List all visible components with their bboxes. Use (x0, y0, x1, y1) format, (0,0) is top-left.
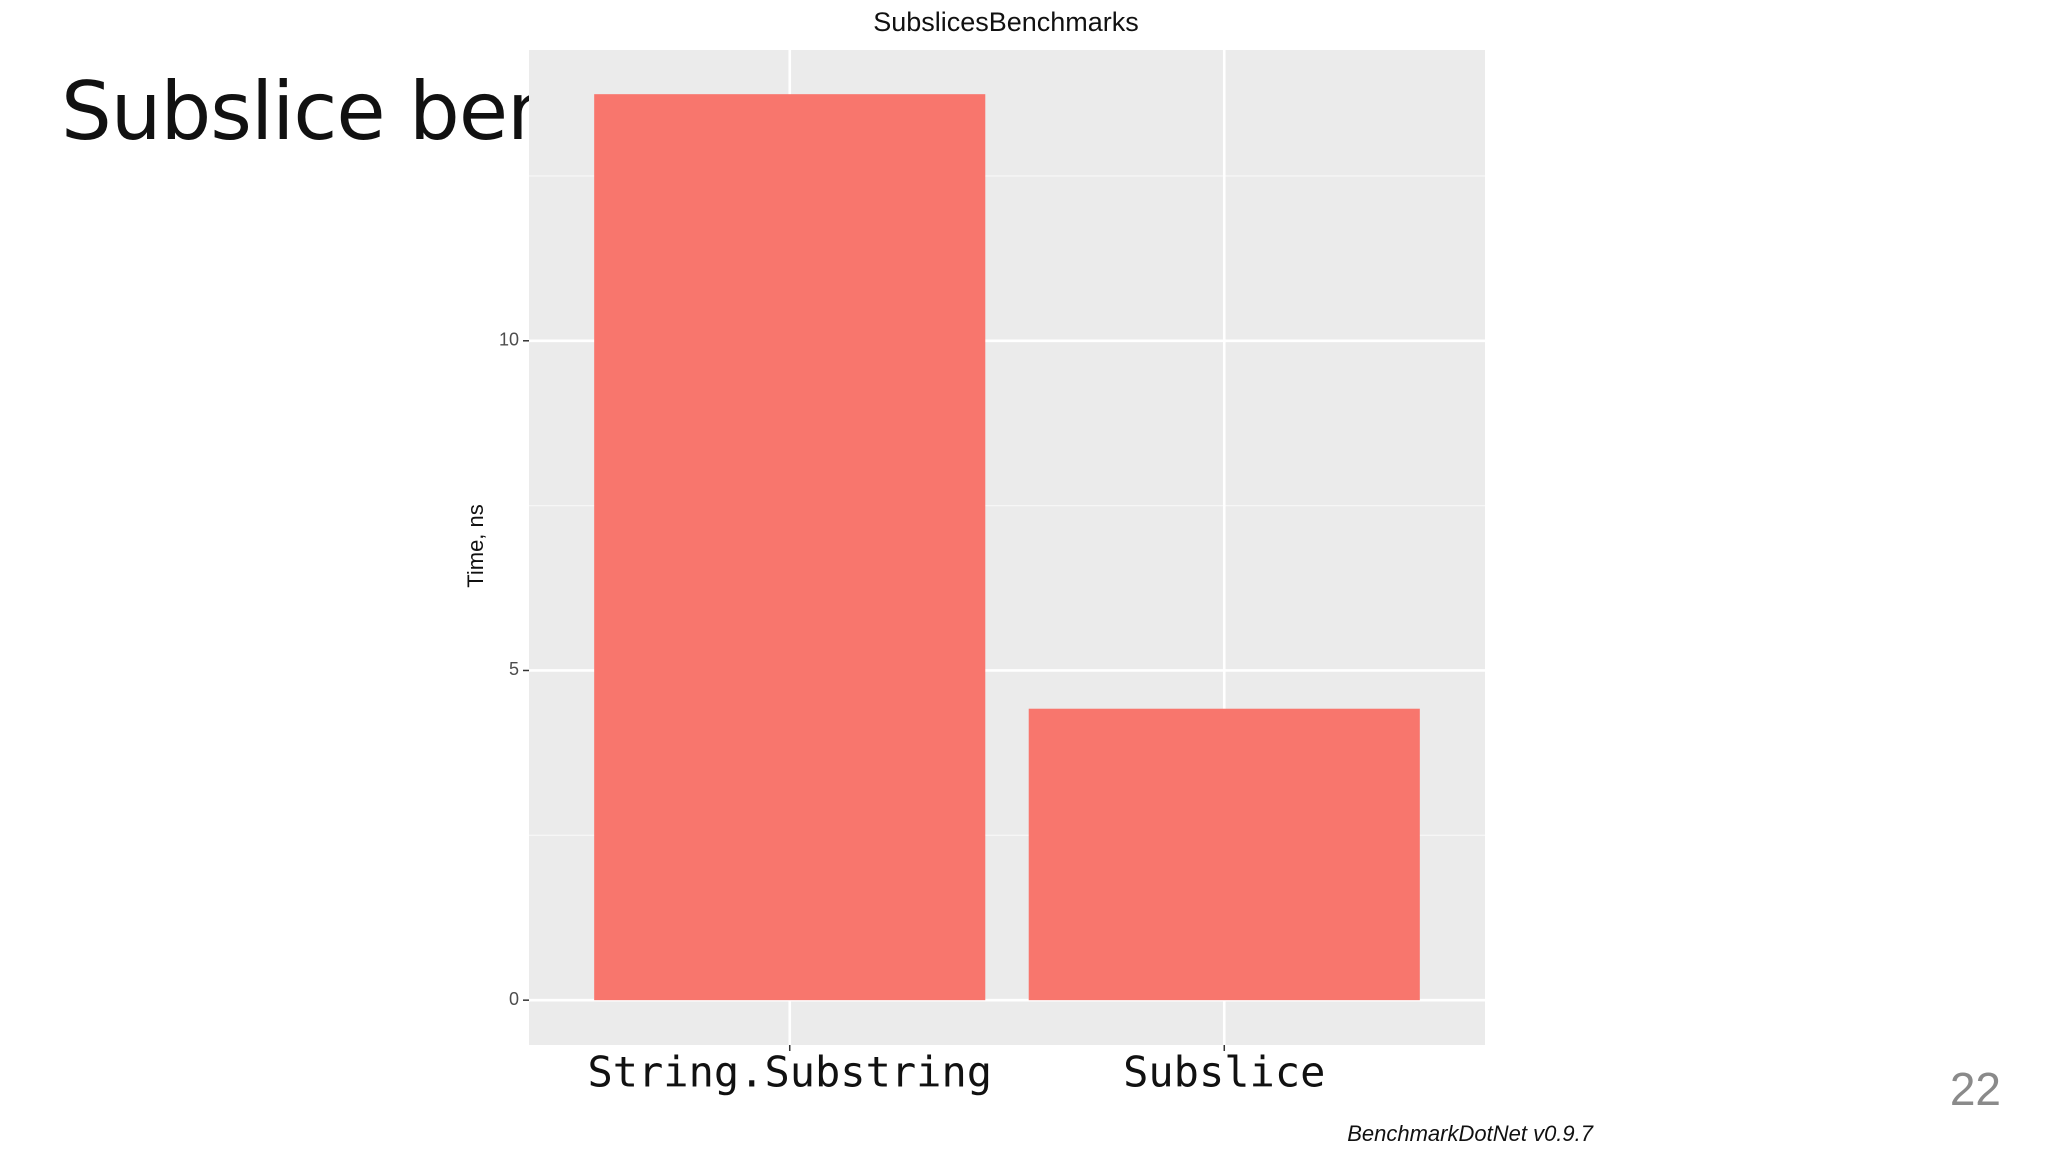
y-tick-label: 5 (509, 659, 519, 679)
bar (594, 94, 986, 1001)
y-axis-label: Time, ns (463, 504, 488, 588)
x-tick-label: String.Substring (587, 1048, 992, 1097)
bar (1028, 708, 1420, 1001)
page-number: 22 (1949, 1063, 2001, 1115)
x-tick-label: Subslice (1123, 1048, 1325, 1097)
chart-title: SubslicesBenchmarks (873, 7, 1139, 37)
y-tick-label: 0 (509, 989, 519, 1009)
footer: BenchmarkDotNet v0.9.7 (1347, 1121, 1594, 1146)
y-tick-label: 10 (499, 330, 519, 350)
